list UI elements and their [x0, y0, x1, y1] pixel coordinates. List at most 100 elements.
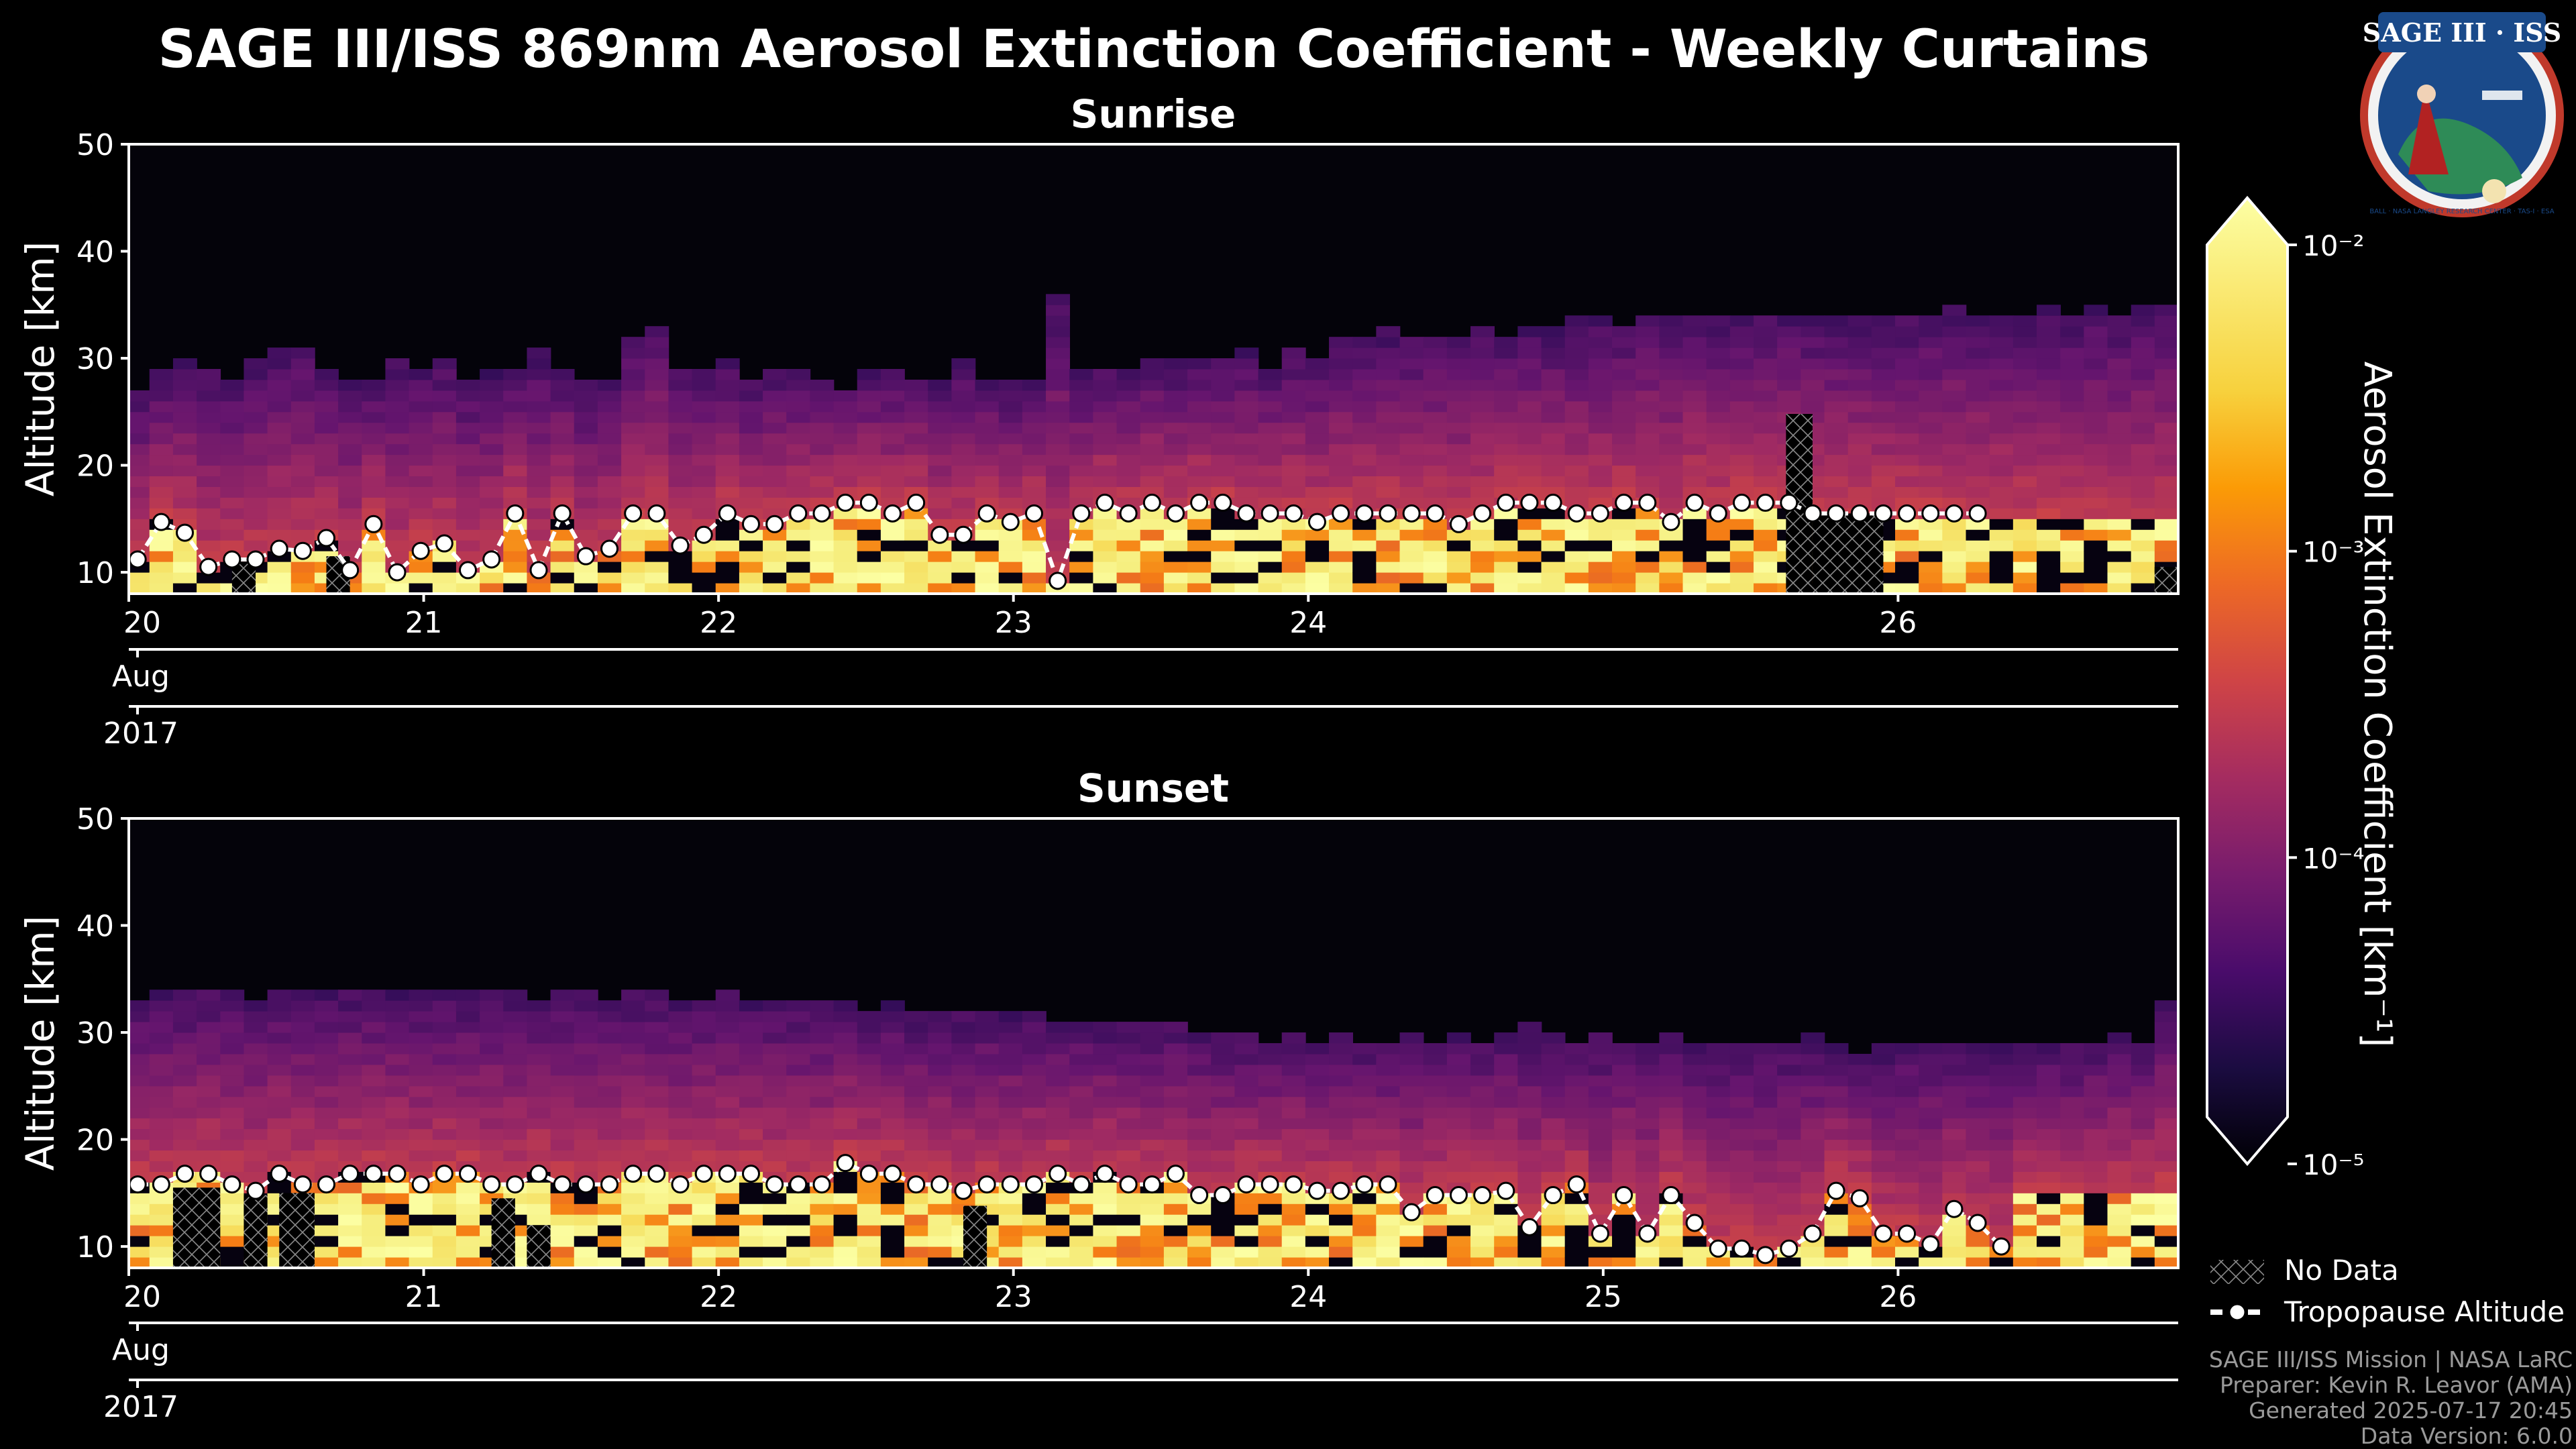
- tropopause-marker: [789, 1175, 808, 1194]
- heatmap-cell: [2131, 519, 2155, 530]
- heatmap-cell: [1281, 1053, 1306, 1065]
- heatmap-cell: [1588, 1032, 1613, 1044]
- heatmap-cell: [338, 1022, 363, 1033]
- heatmap-cell: [362, 390, 386, 402]
- heatmap-cell: [1494, 411, 1519, 423]
- heatmap-cell: [503, 369, 528, 380]
- heatmap-cell: [2107, 1171, 2132, 1183]
- heatmap-cell: [480, 1096, 504, 1108]
- heatmap-cell: [455, 540, 480, 551]
- heatmap-cell: [290, 1161, 315, 1172]
- heatmap-cell: [857, 400, 881, 413]
- heatmap-cell: [267, 1053, 292, 1065]
- heatmap-cell: [1777, 1193, 1802, 1204]
- heatmap-cell: [1541, 433, 1566, 445]
- heatmap-cell: [1588, 1161, 1613, 1172]
- heatmap-cell: [527, 400, 551, 413]
- heatmap-cell: [1163, 1096, 1188, 1108]
- heatmap-cell: [172, 1128, 197, 1140]
- heatmap-cell: [2131, 540, 2155, 551]
- heatmap-cell: [715, 1203, 740, 1215]
- heatmap-cell: [129, 497, 150, 508]
- heatmap-cell: [2060, 465, 2085, 477]
- heatmap-cell: [550, 1022, 575, 1033]
- heatmap-cell: [1069, 1193, 1094, 1204]
- heatmap-cell: [1612, 508, 1636, 519]
- heatmap-cell: [503, 1118, 528, 1130]
- heatmap-cell: [1564, 486, 1589, 498]
- tropopause-marker: [1260, 1175, 1279, 1194]
- heatmap-cell: [1612, 1150, 1636, 1161]
- heatmap-cell: [2154, 465, 2178, 477]
- heatmap-cell: [763, 1214, 788, 1226]
- heatmap-cell: [409, 422, 433, 434]
- heatmap-cell: [1211, 1085, 1236, 1097]
- heatmap-cell: [857, 540, 881, 551]
- heatmap-cell: [715, 561, 740, 573]
- colorbar-ticks: 10⁻²10⁻³10⁻⁴10⁻⁵: [2288, 229, 2364, 1181]
- heatmap-cell: [385, 529, 410, 541]
- heatmap-cell: [455, 454, 480, 466]
- heatmap-cell: [1046, 337, 1071, 348]
- heatmap-cell: [1919, 1107, 1943, 1119]
- heatmap-cell: [1871, 1182, 1896, 1193]
- heatmap-cell: [455, 1096, 480, 1108]
- heatmap-cell: [1163, 1246, 1188, 1258]
- heatmap-cell: [1234, 1085, 1259, 1097]
- heatmap-cell: [1329, 1043, 1354, 1055]
- heatmap-cell: [1612, 529, 1636, 541]
- heatmap-cell: [1895, 583, 1919, 594]
- heatmap-cell: [197, 465, 221, 477]
- tropopause-marker: [1072, 504, 1091, 523]
- heatmap-cell: [763, 1043, 788, 1055]
- heatmap-cell: [786, 561, 811, 573]
- heatmap-cell: [1046, 519, 1071, 530]
- heatmap-cell: [1754, 379, 1778, 391]
- heatmap-cell: [550, 561, 575, 573]
- heatmap-cell: [409, 400, 433, 413]
- heatmap-cell: [1329, 476, 1354, 487]
- heatmap-cell: [975, 497, 1000, 508]
- heatmap-cell: [1187, 1150, 1212, 1161]
- heatmap-cell: [550, 465, 575, 477]
- heatmap-cell: [645, 1075, 669, 1087]
- heatmap-cell: [951, 1107, 976, 1119]
- heatmap-cell: [998, 1139, 1023, 1151]
- heatmap-cell: [1187, 561, 1212, 573]
- heatmap-cell: [1022, 1236, 1046, 1247]
- heatmap-cell: [220, 1257, 245, 1268]
- heatmap-cell: [739, 1043, 763, 1055]
- heatmap-cell: [2107, 433, 2132, 445]
- heatmap-cell: [1470, 529, 1495, 541]
- heatmap-cell: [2012, 519, 2037, 530]
- heatmap-cell: [1163, 1128, 1188, 1140]
- heatmap-cell: [621, 1032, 646, 1044]
- heatmap-cell: [1517, 1085, 1542, 1097]
- heatmap-cell: [1446, 1139, 1471, 1151]
- heatmap-cell: [951, 358, 976, 370]
- heatmap-cell: [880, 1032, 905, 1044]
- heatmap-cell: [527, 1053, 551, 1065]
- heatmap-cell: [314, 1032, 339, 1044]
- heatmap-cell: [692, 1150, 716, 1161]
- tropopause-marker: [435, 534, 453, 553]
- heatmap-cell: [1163, 1203, 1188, 1215]
- heatmap-cell: [338, 1257, 363, 1268]
- heatmap-cell: [1376, 561, 1401, 573]
- heatmap-cell: [645, 379, 669, 391]
- heatmap-cell: [1494, 1096, 1519, 1108]
- heatmap-cell: [2084, 1096, 2108, 1108]
- heatmap-cell: [975, 1011, 1000, 1022]
- heatmap-cell: [480, 465, 504, 477]
- heatmap-cell: [645, 989, 669, 1001]
- heatmap-cell: [1612, 1075, 1636, 1087]
- heatmap-cell: [1329, 1150, 1354, 1161]
- heatmap-cell: [1706, 358, 1731, 370]
- heatmap-cell: [668, 476, 693, 487]
- heatmap-cell: [314, 1193, 339, 1204]
- heatmap-cell: [621, 1085, 646, 1097]
- heatmap-cell: [1470, 1150, 1495, 1161]
- heatmap-cell: [409, 1032, 433, 1044]
- heatmap-cell: [1305, 1107, 1330, 1119]
- heatmap-cell: [1729, 1214, 1754, 1226]
